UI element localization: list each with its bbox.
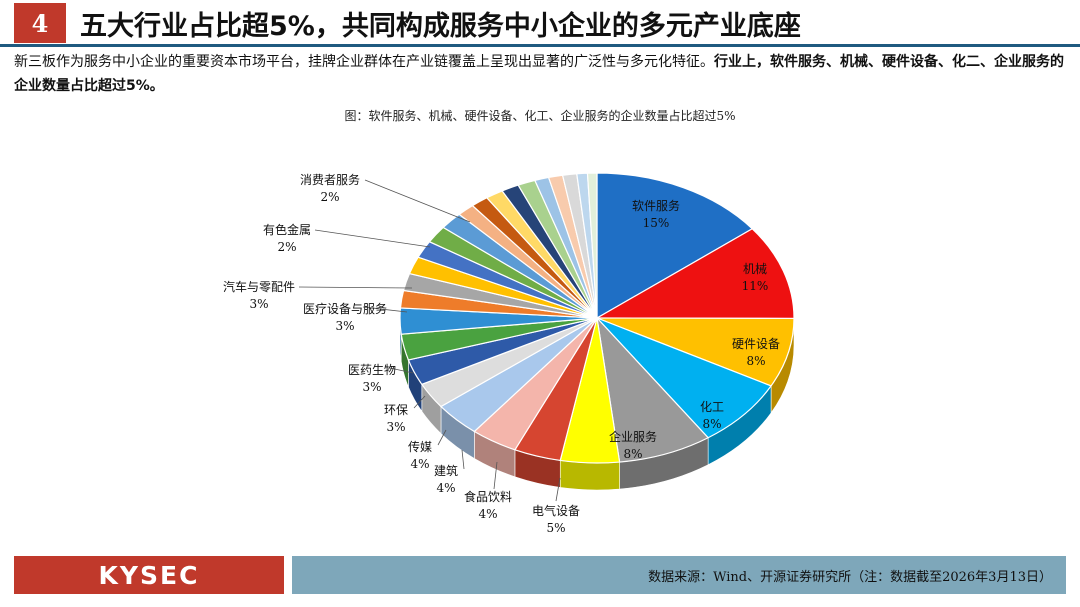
slice-value-12: 3% <box>249 297 268 311</box>
slice-name-4: 企业服务 <box>609 429 657 444</box>
slice-value-9: 3% <box>386 420 405 434</box>
slice-value-3: 8% <box>702 417 721 431</box>
slice-value-5: 5% <box>546 521 565 535</box>
slice-name-10: 医药生物 <box>348 363 396 377</box>
leader-line-15 <box>314 229 431 248</box>
slice-name-6: 食品饮料 <box>464 489 512 504</box>
figure-title: 图：软件服务、机械、硬件设备、化工、企业服务的企业数量占比超过5% <box>344 109 736 123</box>
slice-name-8: 传媒 <box>408 439 432 454</box>
pie-labels: 软件服务 15% 机械 11% 硬件设备 8% 化工 8% 企业服务 8% 电气设备 5% 食品饮料 4%… <box>223 172 780 535</box>
pie-slice-3 <box>596 317 773 439</box>
slice-value-7: 4% <box>436 481 455 495</box>
slide-title: 五大行业占比超5%，共同构成服务中小企业的多元产业底座 <box>80 11 801 42</box>
pie-chart: 软件服务 15% 机械 11% 硬件设备 8% 化工 8% 企业服务 8% 电气设备 5% 食品饮料 4%… <box>223 172 795 535</box>
leader-line-6 <box>493 461 498 490</box>
slice-name-0: 软件服务 <box>632 198 680 213</box>
slice-value-1: 11% <box>742 279 769 293</box>
slice-value-8: 4% <box>410 457 429 471</box>
pie-slice-28 <box>586 172 598 319</box>
pie-slice-side-5 <box>559 460 620 491</box>
intro-bold: 行业上，软件服务、机械、硬件设备、化二、企业服务的企业数量占比超过5%。 <box>14 54 1064 94</box>
leader-line-10 <box>389 367 414 374</box>
leader-line-5 <box>555 477 561 502</box>
slice-name-5: 电气设备 <box>532 503 580 518</box>
slice-value-6: 4% <box>478 507 497 521</box>
intro-paragraph: 新三板作为服务中小企业的重要资本市场平台，挂牌企业群体在产业链覆盖上呈现出显著的… <box>14 50 1064 98</box>
slice-value-11: 3% <box>335 319 354 333</box>
slice-name-7: 建筑 <box>434 463 458 478</box>
pie-leader-lines <box>298 179 561 502</box>
slice-name-1: 机械 <box>743 261 767 276</box>
leader-line-9 <box>413 395 426 409</box>
header-rule <box>0 44 1080 47</box>
slice-value-2: 8% <box>746 354 765 368</box>
slice-value-0: 15% <box>643 216 670 230</box>
kysec-logo: KYSEC <box>14 556 284 594</box>
slice-name-3: 化工 <box>700 400 724 414</box>
pie-slice-4 <box>596 316 710 463</box>
slice-name-18: 消费者服务 <box>300 172 360 187</box>
leader-line-7 <box>461 449 465 470</box>
slice-name-2: 硬件设备 <box>732 337 780 351</box>
leader-line-11 <box>362 306 408 313</box>
slice-name-15: 有色金属 <box>263 222 311 237</box>
slice-value-10: 3% <box>362 380 381 394</box>
pie-slice-0 <box>596 172 754 320</box>
slice-name-11: 医疗设备与服务 <box>303 301 387 316</box>
leader-line-8 <box>437 429 447 446</box>
intro-lead: 新三板作为服务中小企业的重要资本市场平台，挂牌企业群体在产业链覆盖上呈现出显著的… <box>14 54 714 70</box>
slice-name-12: 汽车与零配件 <box>223 279 295 294</box>
slice-value-4: 8% <box>623 447 642 461</box>
slide-header: 4 五大行业占比超5%，共同构成服务中小企业的多元产业底座 <box>0 0 1080 48</box>
data-source: 数据来源：Wind、开源证券研究所（注：数据截至2026年3月13日） <box>292 556 1066 594</box>
pie-top <box>399 172 795 464</box>
pie-slice-2 <box>596 317 795 387</box>
leader-line-18 <box>364 179 471 223</box>
slide-number: 4 <box>14 3 66 43</box>
slice-value-18: 2% <box>320 190 339 204</box>
pie-slice-1 <box>594 228 795 320</box>
slice-value-15: 2% <box>277 240 296 254</box>
leader-line-12 <box>298 286 413 289</box>
slice-name-9: 环保 <box>384 403 408 417</box>
